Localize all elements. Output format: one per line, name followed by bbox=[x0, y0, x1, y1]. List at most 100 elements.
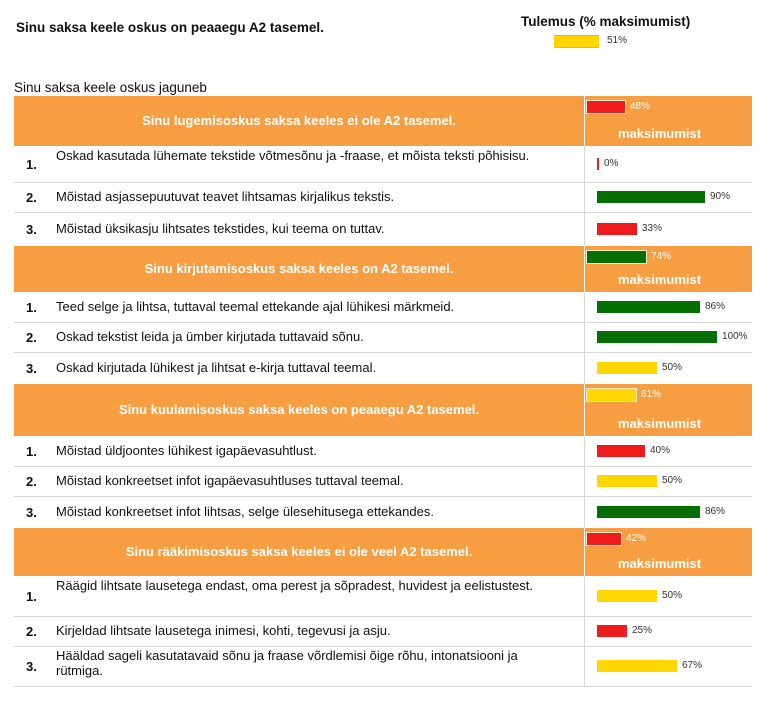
section-header: Sinu kirjutamisoskus saksa keeles on A2 … bbox=[14, 246, 752, 292]
item-result-pct: 86% bbox=[705, 301, 726, 312]
list-item: 2. Oskad tekstist leida ja ümber kirjutad… bbox=[14, 322, 752, 353]
column-divider bbox=[584, 96, 585, 146]
item-result-pct: 0% bbox=[604, 158, 619, 169]
section-result-bar bbox=[586, 532, 622, 546]
item-text: Mõistad asjassepuutuvat teavet lihtsamas… bbox=[56, 189, 395, 204]
item-text: Oskad kirjutada lühikest ja lihtsat e-ki… bbox=[56, 360, 377, 375]
item-text: Räägid lihtsate lausetega endast, oma pe… bbox=[56, 578, 533, 593]
item-number: 3. bbox=[26, 505, 37, 520]
list-item: 2. Mõistad konkreetset infot igapäevasuht… bbox=[14, 466, 752, 497]
item-text: Hääldad sageli kasutatavaid sõnu ja fraa… bbox=[56, 648, 518, 678]
section-result-bar bbox=[586, 100, 626, 114]
overall-result-pct: 51% bbox=[607, 35, 628, 46]
item-number: 2. bbox=[26, 190, 37, 205]
item-result-bar bbox=[597, 660, 677, 672]
list-item: 2. Kirjeldad lihtsate lausetega inimesi, … bbox=[14, 616, 752, 647]
column-divider bbox=[584, 322, 585, 352]
column-divider bbox=[584, 646, 585, 686]
item-result-pct: 86% bbox=[705, 506, 726, 517]
column-divider bbox=[584, 528, 585, 576]
item-number: 2. bbox=[26, 624, 37, 639]
item-result-bar bbox=[597, 158, 599, 170]
item-number: 3. bbox=[26, 361, 37, 376]
list-item: 3. Hääldad sageli kasutatavaid sõnu ja fr… bbox=[14, 646, 752, 687]
item-number: 3. bbox=[26, 222, 37, 237]
report-title: Sinu saksa keele oskus on peaaegu A2 tas… bbox=[16, 20, 324, 35]
section-header: Sinu rääkimisoskus saksa keeles ei ole v… bbox=[14, 528, 752, 576]
section-header: Sinu kuulamisoskus saksa keeles on peaae… bbox=[14, 384, 752, 436]
item-number: 1. bbox=[26, 300, 37, 315]
section-result-unit: maksimumist bbox=[618, 272, 702, 287]
list-item: 1. Oskad kasutada lühemate tekstide võtme… bbox=[14, 146, 752, 183]
item-result-pct: 50% bbox=[662, 590, 683, 601]
result-label: Tulemus (% maksimumist) bbox=[521, 14, 691, 29]
section-header: Sinu lugemisoskus saksa keeles ei ole A2… bbox=[14, 96, 752, 146]
item-text: Kirjeldad lihtsate lausetega inimesi, ko… bbox=[56, 623, 391, 638]
item-result-bar bbox=[597, 590, 657, 602]
item-result-bar bbox=[597, 506, 700, 518]
item-text: Teed selge ja lihtsa, tuttaval teemal et… bbox=[56, 299, 455, 314]
section-title: Sinu kuulamisoskus saksa keeles on peaae… bbox=[118, 402, 480, 417]
column-divider bbox=[584, 576, 585, 616]
item-number: 3. bbox=[26, 659, 37, 674]
section-result-unit: maksimumist bbox=[618, 556, 702, 571]
item-result-pct: 25% bbox=[632, 625, 653, 636]
item-result-pct: 67% bbox=[682, 660, 703, 671]
column-divider bbox=[584, 212, 585, 246]
section-result-bar bbox=[586, 388, 637, 402]
item-result-bar bbox=[597, 301, 700, 313]
section-result-unit: maksimumist bbox=[618, 126, 702, 141]
list-item: 1. Teed selge ja lihtsa, tuttaval teemal … bbox=[14, 292, 752, 323]
item-result-pct: 50% bbox=[662, 362, 683, 373]
item-result-pct: 100% bbox=[722, 331, 748, 342]
item-number: 2. bbox=[26, 474, 37, 489]
item-result-bar bbox=[597, 191, 705, 203]
column-divider bbox=[584, 466, 585, 496]
item-result-pct: 40% bbox=[650, 445, 671, 456]
column-divider bbox=[584, 496, 585, 528]
item-result-bar bbox=[597, 625, 627, 637]
column-divider bbox=[584, 384, 585, 436]
item-result-bar bbox=[597, 223, 637, 235]
item-result-pct: 50% bbox=[662, 475, 683, 486]
item-result-pct: 33% bbox=[642, 223, 663, 234]
column-divider bbox=[584, 616, 585, 646]
item-result-bar bbox=[597, 445, 645, 457]
item-result-bar bbox=[597, 331, 717, 343]
item-number: 1. bbox=[26, 444, 37, 459]
report-subtitle: Sinu saksa keele oskus jaguneb bbox=[14, 80, 207, 95]
list-item: 1. Räägid lihtsate lausetega endast, oma … bbox=[14, 576, 752, 617]
item-result-pct: 90% bbox=[710, 191, 731, 202]
section-title: Sinu lugemisoskus saksa keeles ei ole A2… bbox=[142, 113, 456, 128]
section-title: Sinu rääkimisoskus saksa keeles ei ole v… bbox=[125, 544, 473, 559]
list-item: 3. Mõistad konkreetset infot lihtsas, sel… bbox=[14, 496, 752, 529]
section-result-pct: 61% bbox=[641, 389, 662, 400]
column-divider bbox=[584, 436, 585, 466]
list-item: 1. Mõistad üldjoontes lühikest igapäevasu… bbox=[14, 436, 752, 467]
column-divider bbox=[584, 246, 585, 292]
section-result-unit: maksimumist bbox=[618, 416, 702, 431]
item-text: Oskad tekstist leida ja ümber kirjutada … bbox=[56, 329, 364, 344]
column-divider bbox=[584, 182, 585, 212]
column-divider bbox=[584, 146, 585, 182]
item-text: Oskad kasutada lühemate tekstide võtmesõ… bbox=[56, 148, 530, 163]
item-result-bar bbox=[597, 362, 657, 374]
item-text: Mõistad üldjoontes lühikest igapäevasuht… bbox=[56, 443, 317, 458]
item-text: Mõistad konkreetset infot lihtsas, selge… bbox=[56, 504, 434, 519]
column-divider bbox=[584, 352, 585, 384]
item-result-bar bbox=[597, 475, 657, 487]
item-text: Mõistad üksikasju lihtsates tekstides, k… bbox=[56, 221, 385, 236]
section-title: Sinu kirjutamisoskus saksa keeles on A2 … bbox=[144, 261, 454, 276]
column-divider bbox=[584, 292, 585, 322]
item-number: 2. bbox=[26, 330, 37, 345]
list-item: 3. Oskad kirjutada lühikest ja lihtsat e-… bbox=[14, 352, 752, 385]
section-result-pct: 74% bbox=[651, 251, 672, 262]
item-number: 1. bbox=[26, 157, 37, 172]
list-item: 2. Mõistad asjassepuutuvat teavet lihtsam… bbox=[14, 182, 752, 213]
item-text: Mõistad konkreetset infot igapäevasuhtlu… bbox=[56, 473, 404, 488]
section-result-pct: 42% bbox=[626, 533, 647, 544]
item-number: 1. bbox=[26, 589, 37, 604]
list-item: 3. Mõistad üksikasju lihtsates tekstides,… bbox=[14, 212, 752, 247]
overall-result-bar bbox=[554, 35, 599, 48]
section-result-pct: 48% bbox=[630, 101, 651, 112]
